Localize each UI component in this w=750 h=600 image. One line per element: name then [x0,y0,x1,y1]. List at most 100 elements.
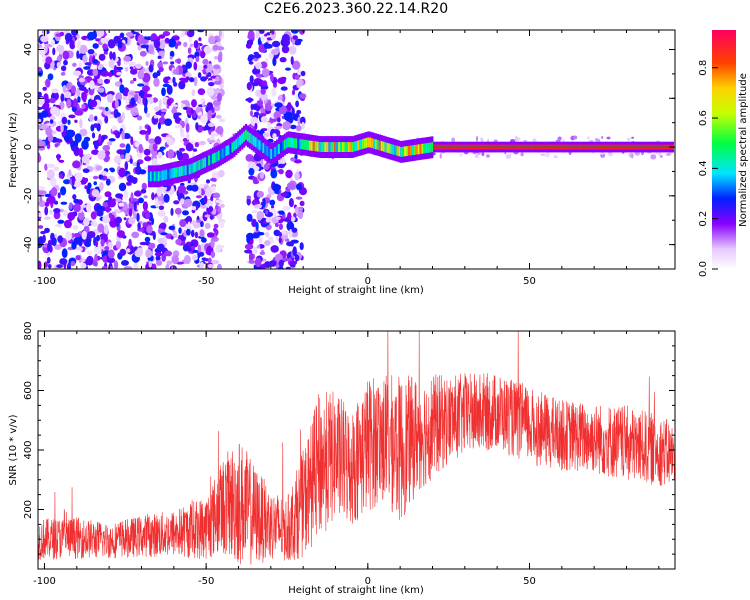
noise-blob [66,98,72,109]
noise-blob [182,243,190,252]
noise-blob [57,219,65,224]
noise-blob [73,236,82,245]
noise-blob [175,238,182,245]
noise-blob [256,211,265,221]
noise-blob [82,168,90,173]
noise-blob [76,40,81,51]
noise-blob [290,56,294,65]
noise-blob [269,199,276,206]
noise-blob [139,130,147,135]
band-core [347,142,350,152]
noise-blob [100,38,109,44]
noise-blob [296,255,300,261]
noise-blob [38,139,43,149]
noise-blob [80,262,87,269]
noise-blob [46,256,51,264]
band-core [295,138,298,149]
noise-blob [98,106,105,110]
noise-blob [49,209,54,215]
band-core [299,139,302,149]
noise-blob [278,95,283,102]
noise-blob [285,67,291,71]
noise-blob [78,86,87,91]
band-core [355,141,358,151]
noise-blob [192,148,198,152]
spectrogram-heatmap [38,30,675,269]
noise-blob [138,89,146,99]
noise-blob [287,102,292,111]
noise-blob [124,161,129,171]
noise-blob [299,200,305,207]
noise-blob [212,192,221,199]
noise-blob [91,149,100,155]
noise-blob [218,169,225,178]
snr-line [38,331,675,565]
noise-blob [92,59,99,64]
band-core [204,157,207,168]
noise-blob [169,56,173,60]
noise-blob [260,116,268,123]
band-core [167,169,170,180]
noise-blob [199,261,205,269]
band-core [281,141,284,151]
spectrogram-xlabel: Height of straight line (km) [288,285,424,296]
band-core [409,145,413,156]
noise-blob [213,133,220,137]
band-core [198,160,201,170]
noise-blob [115,132,121,139]
band-core [309,140,312,151]
band-core [246,131,250,142]
noise-blob [265,209,269,215]
band-core [229,143,232,154]
noise-blob [193,61,198,71]
noise-blob [139,50,147,57]
noise-blob [211,96,218,100]
noise-blob [451,137,456,143]
noise-blob [290,216,296,222]
noise-blob [125,32,135,37]
noise-blob [272,183,281,192]
noise-blob [295,196,303,200]
noise-blob [38,186,46,191]
noise-blob [56,61,61,68]
noise-blob [100,70,109,77]
noise-blob [264,231,270,238]
noise-blob [203,195,208,205]
band-core [429,142,432,153]
noise-blob [156,187,163,197]
noise-blob [47,264,52,269]
noise-blob [259,251,266,255]
noise-blob [292,246,297,257]
noise-blob [67,119,71,125]
band-core [171,168,174,179]
spectrogram-xtick-label: 50 [523,276,536,287]
noise-blob [279,57,287,63]
noise-blob [148,64,154,73]
snr-series [38,331,675,565]
noise-blob [163,76,170,84]
noise-blob [259,172,265,179]
noise-blob [176,58,182,64]
band-core [149,171,153,182]
noise-blob [56,264,63,269]
noise-blob [300,70,306,77]
noise-blob [82,54,88,64]
noise-blob [251,218,257,228]
spectrogram-ylabel: Frequency (Hz) [8,112,19,188]
noise-blob [158,98,162,109]
noise-blob [138,169,147,175]
noise-blob [260,88,266,95]
noise-blob [268,260,277,267]
noise-blob [47,242,51,252]
noise-blob [107,249,115,259]
noise-blob [277,77,287,85]
noise-blob [108,138,116,142]
noise-blob [253,246,258,255]
noise-blob [95,85,99,92]
band-core [258,140,261,151]
band-core [202,158,205,169]
noise-blob [263,163,270,170]
band-core [388,143,391,154]
band-core [262,143,265,153]
